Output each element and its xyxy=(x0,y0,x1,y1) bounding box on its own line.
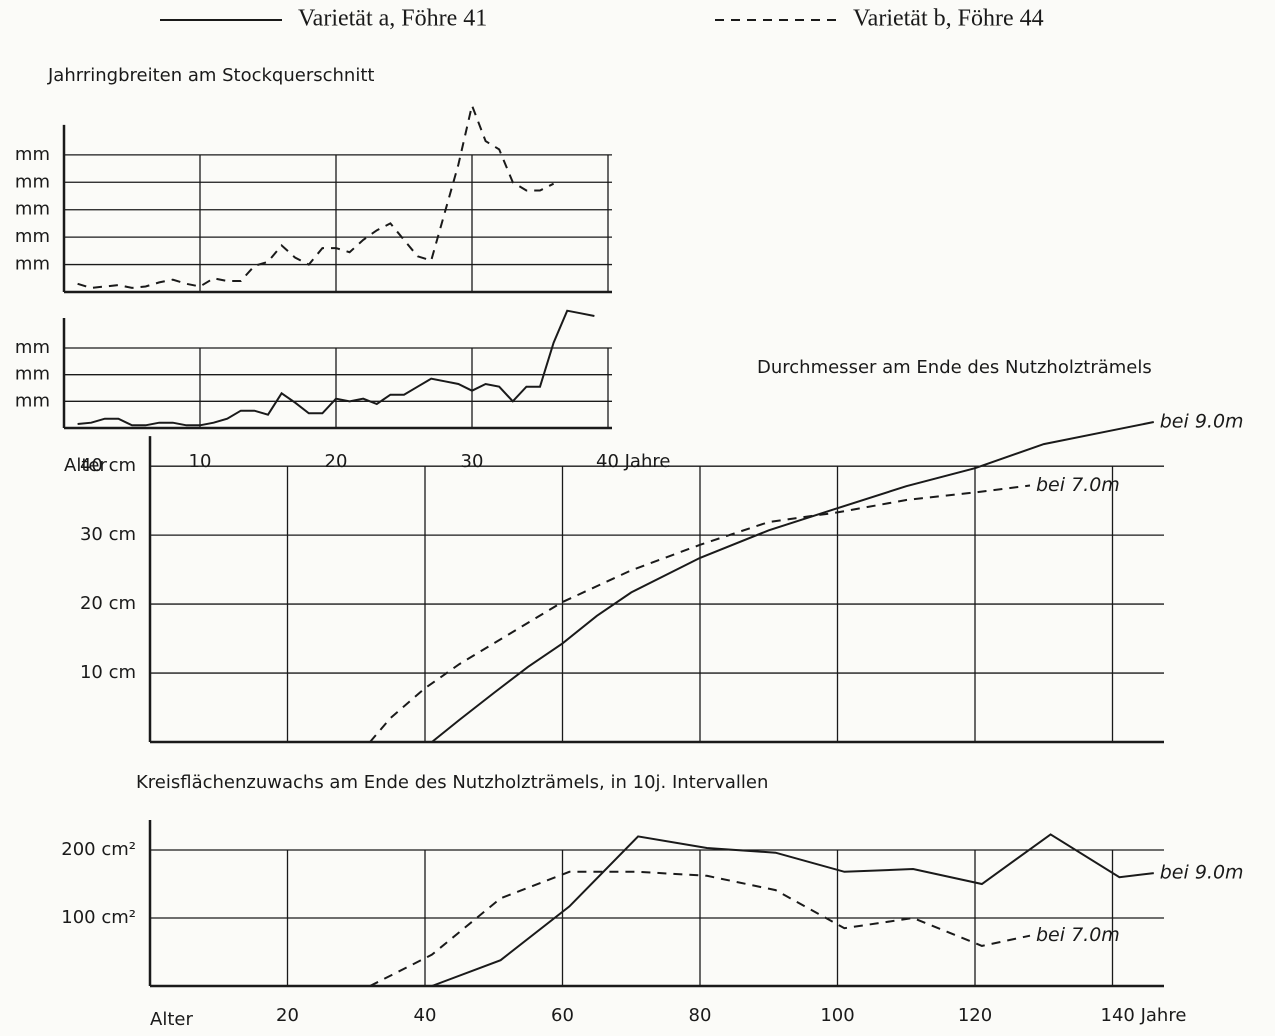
panel-title: Kreisflächenzuwachs am Ende des Nutzholz… xyxy=(136,772,768,793)
x-tick-label: 40 xyxy=(414,1005,437,1026)
x-tick-label: 20 xyxy=(276,1005,299,1026)
y-tick-label: 40 cm xyxy=(80,455,136,476)
data-line xyxy=(77,102,555,289)
y-tick-label: mm xyxy=(15,199,50,220)
x-tick-label: 100 xyxy=(820,1005,854,1026)
data-line xyxy=(431,421,1154,743)
x-tick-label: 120 xyxy=(958,1005,992,1026)
x-tick-label: 80 xyxy=(689,1005,712,1026)
y-tick-label: 10 cm xyxy=(80,662,136,683)
series-label: bei 9.0m xyxy=(1160,411,1244,433)
x-axis-label: Alter xyxy=(150,1009,193,1030)
y-tick-label: mm xyxy=(15,171,50,192)
y-tick-label: 100 cm² xyxy=(61,907,136,928)
x-tick-label: 60 xyxy=(551,1005,574,1026)
series-label: bei 7.0m xyxy=(1036,474,1120,496)
x-tick-label: 20 xyxy=(325,451,348,472)
y-tick-label: mm xyxy=(15,364,50,385)
y-tick-label: mm xyxy=(15,144,50,165)
x-tick-label: 30 xyxy=(461,451,484,472)
panel-title: Durchmesser am Ende des Nutzholzträmels xyxy=(757,357,1152,378)
y-tick-label: 20 cm xyxy=(80,593,136,614)
data-line xyxy=(77,309,595,427)
data-line xyxy=(369,870,1031,987)
y-tick-label: 30 cm xyxy=(80,524,136,545)
y-tick-label: mm xyxy=(15,337,50,358)
series-label: bei 7.0m xyxy=(1036,924,1120,946)
data-line xyxy=(369,484,1031,743)
y-tick-label: mm xyxy=(15,390,50,411)
x-tick-label: 10 xyxy=(189,451,212,472)
legend-label: Varietät a, Föhre 41 xyxy=(298,6,487,32)
x-tick-label: 140 Jahre xyxy=(1101,1005,1187,1026)
y-tick-label: mm xyxy=(15,254,50,275)
legend-label: Varietät b, Föhre 44 xyxy=(853,6,1044,32)
x-axis-label: Alter xyxy=(64,455,107,476)
y-tick-label: mm xyxy=(15,226,50,247)
series-label: bei 9.0m xyxy=(1160,862,1244,884)
x-tick-label: 40 Jahre xyxy=(596,451,670,472)
panel-title: Jahrringbreiten am Stockquerschnitt xyxy=(47,65,374,86)
data-line xyxy=(431,833,1154,987)
y-tick-label: 200 cm² xyxy=(61,839,136,860)
